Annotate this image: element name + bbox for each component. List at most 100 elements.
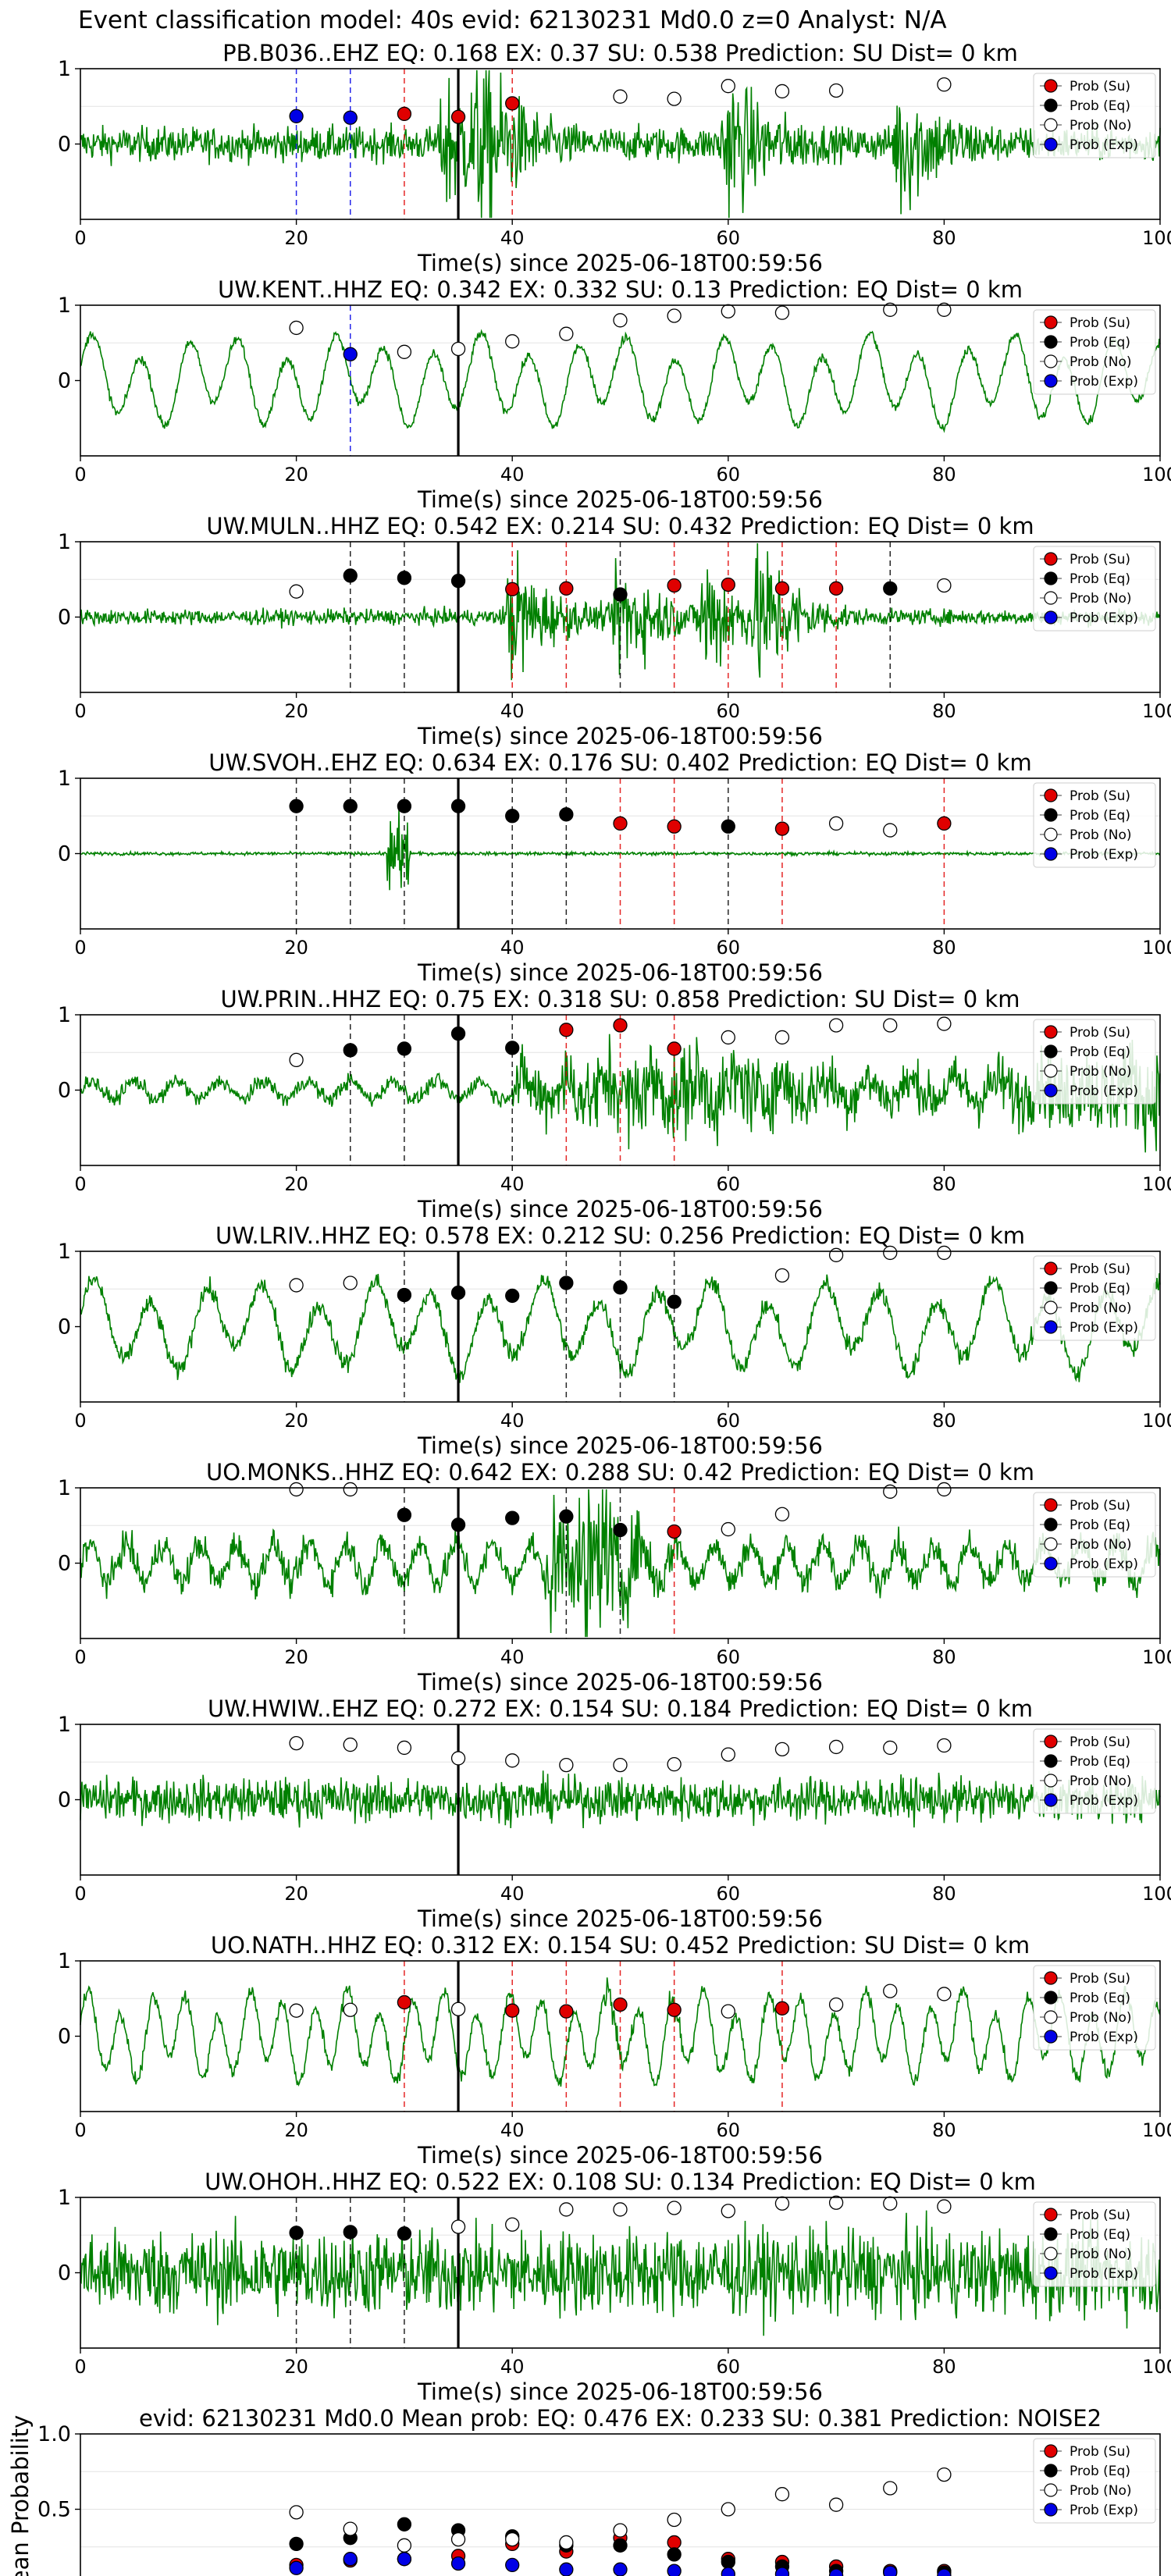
subplot-title: UW.OHOH..HHZ EQ: 0.522 EX: 0.108 SU: 0.1…	[205, 2169, 1036, 2195]
legend-marker	[1044, 1498, 1058, 1512]
subplot-0: PB.B036..EHZ EQ: 0.168 EX: 0.37 SU: 0.53…	[58, 40, 1171, 276]
legend-marker	[1044, 2010, 1058, 2024]
prob-point-no	[883, 1740, 898, 1756]
x-tick-label: 100	[1142, 700, 1171, 722]
mean-point-eq	[289, 2536, 304, 2552]
x-tick-label: 60	[717, 1173, 741, 1195]
x-tick-label: 40	[500, 1883, 525, 1905]
subplot-title: UW.HWIW..EHZ EQ: 0.272 EX: 0.154 SU: 0.1…	[208, 1695, 1033, 1722]
legend: Prob (Su) Prob (Eq) Prob (No) Prob (Exp)	[1033, 1255, 1156, 1341]
subplot-title: UW.MULN..HHZ EQ: 0.542 EX: 0.214 SU: 0.4…	[206, 513, 1034, 539]
x-axis-label: Time(s) since 2025-06-18T00:59:56	[417, 250, 823, 276]
legend-label: Prob (Su)	[1070, 1735, 1130, 1750]
legend-marker	[1044, 1064, 1058, 1078]
prob-point-no	[883, 1484, 898, 1499]
x-tick-label: 20	[284, 464, 308, 486]
mean-point-exp	[397, 2552, 412, 2567]
legend-marker	[1044, 847, 1058, 861]
prob-point-su	[613, 816, 628, 831]
prob-point-no	[721, 2004, 735, 2019]
x-axis-label: Time(s) since 2025-06-18T00:59:56	[417, 1196, 823, 1222]
subplot-title: UW.PRIN..HHZ EQ: 0.75 EX: 0.318 SU: 0.85…	[220, 986, 1020, 1012]
y-tick-label: 1	[58, 1713, 71, 1737]
legend-label: Prob (Exp)	[1070, 610, 1138, 626]
prob-point-no	[721, 1747, 735, 1762]
legend-label: Prob (Exp)	[1070, 2503, 1138, 2518]
prob-point-no	[828, 1739, 844, 1755]
plot-frame	[80, 2433, 1161, 2576]
prob-point-eq	[613, 587, 628, 602]
legend-marker	[1044, 1991, 1058, 2005]
legend-marker	[1044, 335, 1058, 349]
legend-marker	[1044, 1537, 1058, 1551]
subplot-7: UW.HWIW..EHZ EQ: 0.272 EX: 0.154 SU: 0.1…	[58, 1695, 1171, 1932]
y-tick-label: 0	[58, 369, 71, 393]
prob-point-eq	[613, 1522, 628, 1538]
mean-point-eq	[667, 2547, 682, 2562]
subplot-6: UO.MONKS..HHZ EQ: 0.642 EX: 0.288 SU: 0.…	[58, 1459, 1171, 1695]
subplot-2: UW.MULN..HHZ EQ: 0.542 EX: 0.214 SU: 0.4…	[58, 513, 1171, 749]
prob-point-no	[937, 77, 952, 92]
x-tick-label: 60	[717, 227, 741, 249]
prob-point-no	[613, 89, 628, 104]
y-tick-label: 1	[58, 2186, 71, 2210]
legend-marker	[1044, 2030, 1058, 2044]
legend-label: Prob (No)	[1070, 1774, 1132, 1789]
subplot-title: UW.SVOH..EHZ EQ: 0.634 EX: 0.176 SU: 0.4…	[208, 749, 1031, 776]
legend-marker	[1044, 1971, 1058, 1985]
x-tick-label: 100	[1142, 1883, 1171, 1905]
x-tick-label: 80	[932, 1646, 956, 1668]
prob-point-no	[450, 2219, 466, 2234]
prob-point-su	[667, 1524, 682, 1539]
legend-box	[1033, 309, 1156, 395]
legend-label: Prob (Su)	[1070, 315, 1130, 331]
y-tick-label: 0	[58, 1315, 71, 1340]
mean-point-no	[505, 2532, 520, 2547]
prob-point-no	[721, 304, 735, 318]
legend-label: Prob (Su)	[1070, 79, 1130, 94]
prob-point-no	[937, 1016, 952, 1031]
y-tick-label: 0	[58, 1788, 71, 1813]
prob-point-eq	[450, 1285, 466, 1300]
x-tick-label: 40	[500, 1173, 525, 1195]
mean-point-exp	[289, 2560, 304, 2575]
legend-marker	[1044, 827, 1058, 841]
x-tick-label: 40	[500, 2119, 525, 2141]
prob-point-su	[397, 1994, 412, 2010]
mean-point-su	[667, 2535, 682, 2550]
mean-point-no	[667, 2512, 682, 2528]
waveform-trace	[80, 1034, 1161, 1153]
y-tick-label: 1	[58, 1240, 71, 1264]
legend: Prob (Su) Prob (Eq) Prob (No) Prob (Exp)	[1033, 2438, 1156, 2524]
legend-label: Prob (Eq)	[1070, 1281, 1130, 1297]
legend-marker	[1044, 1735, 1058, 1749]
legend-label: Prob (Exp)	[1070, 2030, 1138, 2045]
legend-marker	[1044, 2444, 1058, 2458]
legend-marker	[1044, 2503, 1058, 2517]
prob-point-no	[667, 1756, 682, 1772]
y-tick-label: 1	[58, 294, 71, 318]
prob-point-su	[505, 2003, 520, 2018]
legend: Prob (Su) Prob (Eq) Prob (No) Prob (Exp)	[1033, 309, 1156, 395]
prob-point-no	[559, 2202, 574, 2217]
x-tick-label: 60	[717, 937, 741, 959]
legend: Prob (Su) Prob (Eq) Prob (No) Prob (Exp)	[1033, 1019, 1156, 1105]
x-axis-label: Time(s) since 2025-06-18T00:59:56	[417, 959, 823, 986]
legend-marker	[1044, 2247, 1058, 2261]
plot-frame	[80, 304, 1161, 457]
legend-marker	[1044, 1261, 1058, 1276]
prob-point-eq	[505, 1041, 520, 1055]
mean-point-no	[883, 2481, 898, 2496]
mean-point-exp	[937, 2568, 952, 2576]
prob-point-no	[559, 326, 574, 341]
legend: Prob (Su) Prob (Eq) Prob (No) Prob (Exp)	[1033, 1728, 1156, 1814]
legend-box	[1033, 2438, 1156, 2524]
legend-marker	[1044, 571, 1058, 585]
prob-point-su	[667, 2002, 682, 2017]
legend-marker	[1044, 137, 1058, 151]
prob-point-no	[883, 823, 898, 838]
x-tick-label: 80	[932, 937, 956, 959]
mean-point-exp	[721, 2567, 735, 2576]
y-tick-label: 0	[58, 1552, 71, 1576]
prob-point-no	[774, 1507, 790, 1521]
